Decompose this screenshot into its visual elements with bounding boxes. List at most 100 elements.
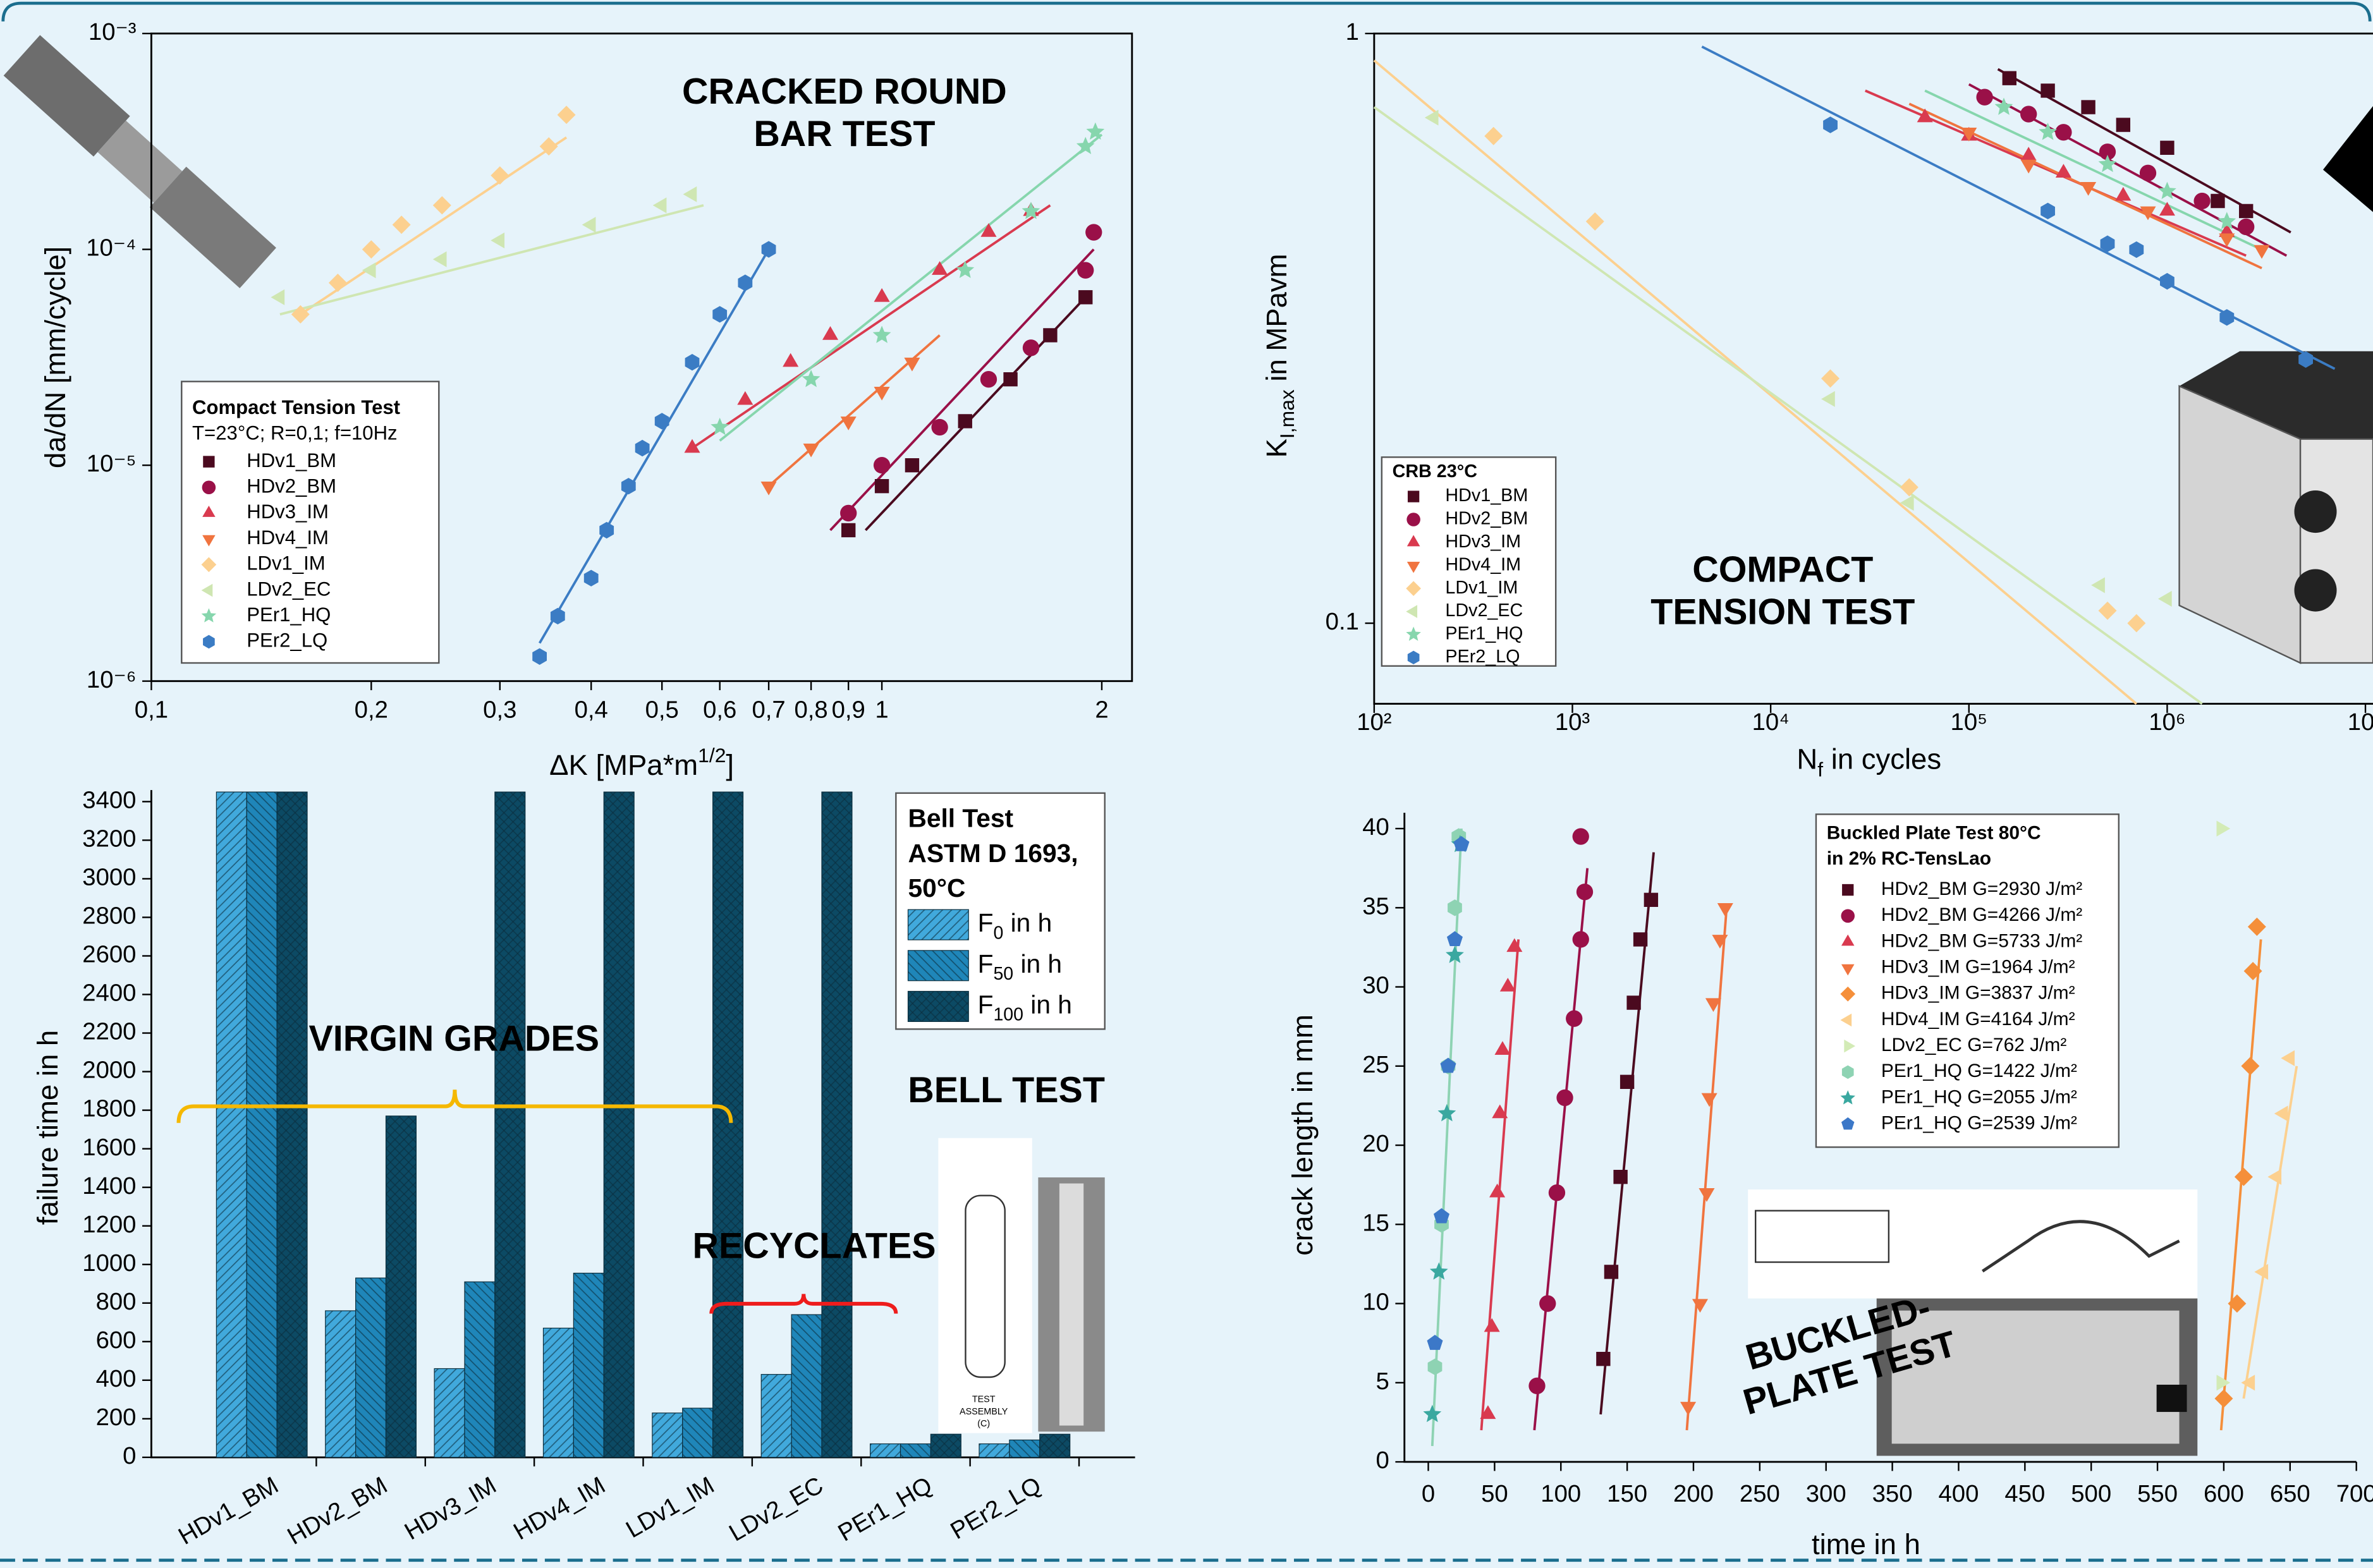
data-point [802, 370, 820, 387]
legend-label: F50 in h [978, 949, 1062, 984]
data-point [712, 306, 728, 323]
y-tick-label: 2200 [82, 1018, 136, 1045]
data-point [684, 439, 700, 453]
x-tick-label: 600 [2204, 1480, 2244, 1507]
legend-swatch [907, 950, 969, 982]
y-axis-label: KI,max in MPavm [1260, 253, 1298, 458]
data-point [760, 481, 777, 495]
data-point [635, 439, 650, 457]
data-point [2020, 159, 2037, 174]
data-point [1078, 290, 1093, 305]
x-tick-label: 200 [1673, 1480, 1714, 1507]
data-point [685, 353, 700, 371]
legend-marker [203, 456, 215, 468]
label-part: f [1817, 758, 1823, 781]
data-point [271, 289, 285, 305]
data-point [737, 391, 753, 405]
data-point [491, 166, 509, 185]
x-tick-label: 400 [1939, 1480, 1979, 1507]
legend-label: PEr1_HQ G=1422 J/m² [1881, 1061, 2077, 1081]
data-point [2193, 192, 2211, 210]
legend-title: Compact Tension Test [192, 396, 400, 418]
fit-line [691, 204, 1051, 449]
bar [276, 791, 308, 1458]
data-point [1492, 1104, 1508, 1119]
y-axis-label: da/dN [mm/cycle] [39, 246, 71, 468]
legend-label: PEr2_LQ [1445, 647, 1520, 667]
data-point [2157, 181, 2176, 199]
data-point [1494, 1041, 1511, 1055]
data-point [1680, 1402, 1697, 1416]
data-point [840, 416, 857, 430]
y-tick-label: 10 [1362, 1289, 1389, 1316]
data-point [2254, 1263, 2269, 1280]
data-point [1556, 1089, 1573, 1107]
legend-swatch [907, 990, 969, 1022]
data-point [1085, 224, 1102, 241]
data-point [599, 521, 614, 539]
data-point [874, 288, 890, 302]
data-point [783, 353, 799, 367]
inset-label: ASSEMBLY [960, 1407, 1008, 1417]
x-tick-label: 0,6 [703, 696, 736, 724]
label-part: in h [1023, 990, 1072, 1019]
data-point [1022, 202, 1040, 219]
x-tick-label: 50 [1481, 1480, 1508, 1507]
legend-label: HDv3_IM G=3837 J/m² [1881, 983, 2075, 1004]
y-tick-label: 25 [1362, 1051, 1389, 1078]
inset-photo-detail [2156, 1384, 2187, 1413]
legend-marker [1406, 605, 1418, 618]
x-tick-label: 500 [2071, 1480, 2111, 1507]
data-point [1548, 1184, 1566, 1201]
bar [385, 1115, 417, 1458]
data-point [2214, 1389, 2233, 1408]
data-point [2298, 351, 2314, 368]
x-tick-label: 450 [2004, 1480, 2045, 1507]
data-point [1433, 1208, 1450, 1224]
data-point [1446, 931, 1463, 947]
chart-title: CRACKED ROUND [682, 71, 1007, 112]
data-point [1424, 109, 1439, 126]
fit-line [719, 133, 1103, 442]
y-tick-label: 10⁻⁶ [87, 666, 137, 693]
data-point [2216, 1375, 2231, 1391]
inset-label: TEST [972, 1395, 996, 1405]
data-point [1633, 932, 1648, 947]
label-part: ΔK [MPa*m [549, 749, 698, 781]
data-point [2098, 154, 2117, 173]
legend-label: HDv2_BM G=2930 J/m² [1881, 878, 2082, 899]
chart-title: TENSION TEST [1650, 592, 1915, 633]
inset-drawing [938, 1138, 1032, 1433]
y-tick-label: 10⁻⁴ [86, 234, 136, 262]
bar [464, 1281, 496, 1458]
data-point [1626, 995, 1641, 1010]
y-tick-label: 0 [1376, 1447, 1389, 1474]
ct-specimen [2178, 351, 2373, 664]
legend-marker [1841, 964, 1855, 976]
label-part: N [1797, 743, 1817, 775]
legend-marker [202, 535, 216, 547]
data-point [2091, 577, 2105, 593]
legend-label: PEr1_HQ G=2539 J/m² [1881, 1113, 2077, 1134]
x-axis-label: ΔK [MPa*m1/2] [549, 744, 734, 782]
y-tick-label: 400 [96, 1365, 137, 1392]
data-point [932, 261, 948, 275]
data-point [1712, 935, 1728, 949]
data-point [1499, 978, 1516, 992]
fit-line [1533, 868, 1589, 1431]
data-point [2238, 218, 2255, 236]
data-point [2002, 71, 2016, 85]
plate-sketch [1981, 1220, 2180, 1273]
legend-marker [1844, 1039, 1856, 1053]
legend-label: HDv2_BM [247, 475, 336, 497]
y-tick-label: 35 [1362, 892, 1389, 920]
y-tick-label: 20 [1362, 1130, 1389, 1157]
data-point [822, 326, 839, 340]
x-tick-label: 150 [1607, 1480, 1647, 1507]
data-point [1043, 328, 1058, 343]
data-point [1821, 391, 1835, 407]
data-point [905, 458, 920, 473]
legend-title: 50°C [908, 873, 965, 903]
y-tick-label: 30 [1362, 972, 1389, 999]
